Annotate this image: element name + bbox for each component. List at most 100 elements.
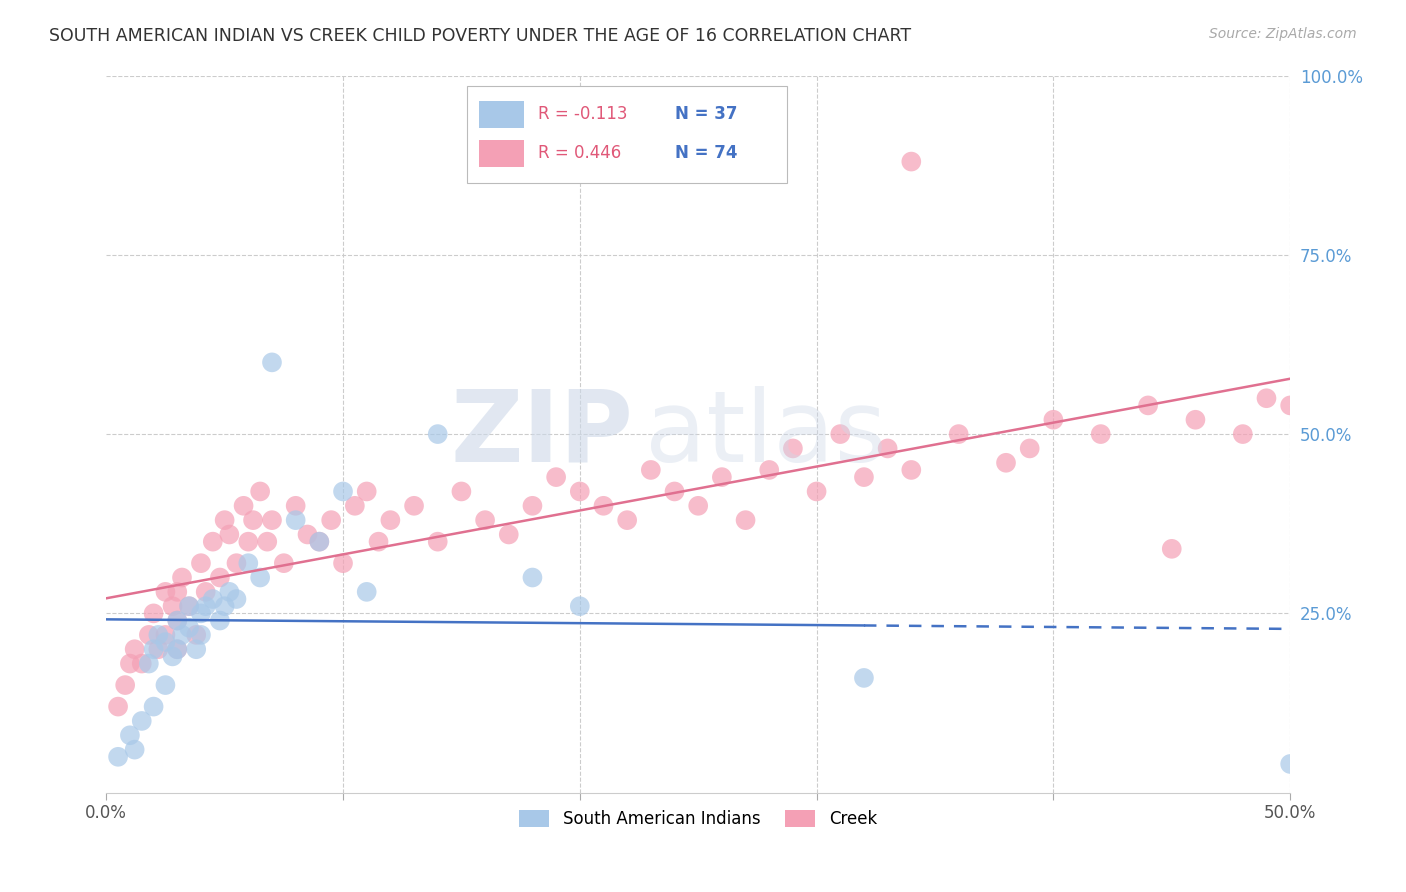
Point xyxy=(190,556,212,570)
Text: N = 37: N = 37 xyxy=(675,104,737,122)
Text: R = -0.113: R = -0.113 xyxy=(538,104,628,122)
Point xyxy=(498,527,520,541)
Point xyxy=(1256,391,1278,405)
Point xyxy=(118,657,141,671)
Point xyxy=(190,628,212,642)
Text: N = 74: N = 74 xyxy=(675,144,737,162)
Point xyxy=(155,585,177,599)
Point xyxy=(148,642,170,657)
Point xyxy=(332,556,354,570)
Point xyxy=(308,534,330,549)
Text: R = 0.446: R = 0.446 xyxy=(538,144,621,162)
Point xyxy=(232,499,254,513)
Point xyxy=(758,463,780,477)
Point xyxy=(1090,427,1112,442)
Text: Source: ZipAtlas.com: Source: ZipAtlas.com xyxy=(1209,27,1357,41)
Point xyxy=(186,642,208,657)
FancyBboxPatch shape xyxy=(467,87,787,183)
Point xyxy=(242,513,264,527)
Point xyxy=(450,484,472,499)
Point xyxy=(1232,427,1254,442)
Point xyxy=(284,499,307,513)
Point xyxy=(1018,442,1040,456)
Text: atlas: atlas xyxy=(645,385,887,483)
Point xyxy=(568,484,591,499)
Point xyxy=(166,614,188,628)
Point xyxy=(179,621,201,635)
Point xyxy=(568,599,591,614)
Point xyxy=(124,742,146,756)
Point xyxy=(166,642,188,657)
Point xyxy=(782,442,804,456)
Point xyxy=(1160,541,1182,556)
Point xyxy=(367,534,389,549)
Point xyxy=(1279,756,1302,771)
Point xyxy=(522,570,544,584)
Point xyxy=(664,484,686,499)
Point xyxy=(186,628,208,642)
Point xyxy=(131,714,153,728)
Point xyxy=(138,628,160,642)
Point xyxy=(260,355,283,369)
Point xyxy=(308,534,330,549)
Point xyxy=(1042,413,1064,427)
Point xyxy=(806,484,828,499)
Point xyxy=(356,585,378,599)
Point xyxy=(201,534,224,549)
Point xyxy=(402,499,425,513)
Point xyxy=(118,728,141,742)
Point xyxy=(155,635,177,649)
Point xyxy=(522,499,544,513)
Legend: South American Indians, Creek: South American Indians, Creek xyxy=(513,803,883,835)
Point xyxy=(218,527,240,541)
Point xyxy=(380,513,402,527)
Point xyxy=(474,513,496,527)
Point xyxy=(332,484,354,499)
Point xyxy=(284,513,307,527)
Point xyxy=(194,585,217,599)
Point xyxy=(640,463,662,477)
Point xyxy=(852,671,875,685)
Point xyxy=(214,513,236,527)
Point xyxy=(546,470,568,484)
Point xyxy=(876,442,898,456)
Point xyxy=(1137,398,1160,412)
Point xyxy=(208,570,231,584)
Point xyxy=(155,678,177,692)
Point xyxy=(273,556,295,570)
Point xyxy=(238,556,260,570)
Point xyxy=(948,427,970,442)
Point xyxy=(225,592,247,607)
Point xyxy=(830,427,852,442)
Point xyxy=(194,599,217,614)
Point xyxy=(343,499,366,513)
Point xyxy=(162,599,184,614)
Point xyxy=(107,749,129,764)
Point xyxy=(166,614,188,628)
Point xyxy=(166,642,188,657)
Point xyxy=(142,699,165,714)
Bar xyxy=(479,101,524,128)
Bar xyxy=(479,140,524,168)
Point xyxy=(155,628,177,642)
Point xyxy=(114,678,136,692)
Point xyxy=(297,527,319,541)
Point xyxy=(214,599,236,614)
Point xyxy=(852,470,875,484)
Point xyxy=(170,628,193,642)
Point xyxy=(734,513,756,527)
Point xyxy=(162,649,184,664)
Text: SOUTH AMERICAN INDIAN VS CREEK CHILD POVERTY UNDER THE AGE OF 16 CORRELATION CHA: SOUTH AMERICAN INDIAN VS CREEK CHILD POV… xyxy=(49,27,911,45)
Point xyxy=(201,592,224,607)
Text: ZIP: ZIP xyxy=(450,385,633,483)
Point xyxy=(179,599,201,614)
Point xyxy=(260,513,283,527)
Point xyxy=(616,513,638,527)
Point xyxy=(218,585,240,599)
Point xyxy=(900,154,922,169)
Point xyxy=(426,534,449,549)
Point xyxy=(900,463,922,477)
Point xyxy=(138,657,160,671)
Point xyxy=(131,657,153,671)
Point xyxy=(179,599,201,614)
